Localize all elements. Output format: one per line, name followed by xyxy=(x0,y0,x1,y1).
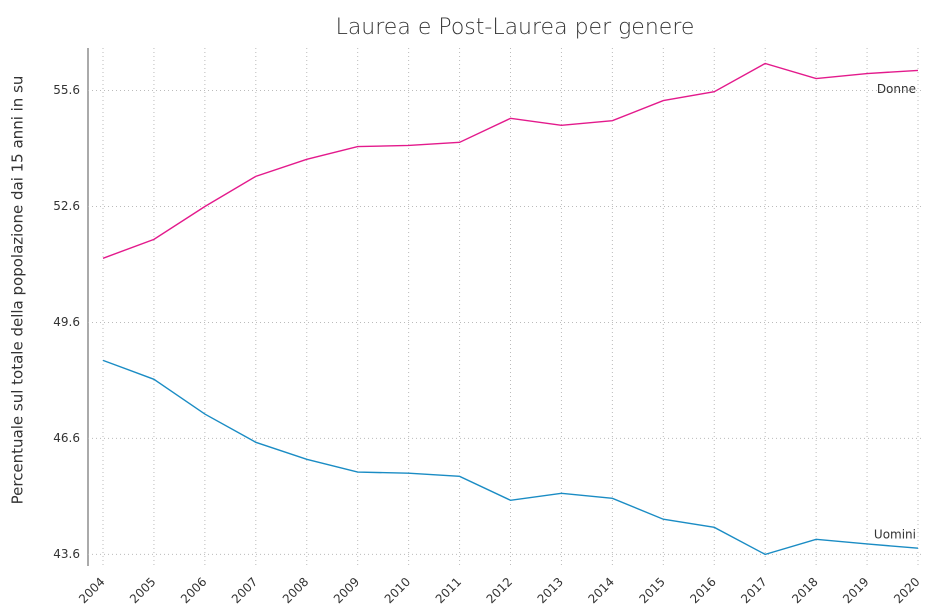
y-tick-label: 46.6 xyxy=(53,431,80,445)
y-tick-label: 55.6 xyxy=(53,83,80,97)
x-tick-label: 2011 xyxy=(433,575,464,604)
y-tick-label: 43.6 xyxy=(53,547,80,561)
x-tick-label: 2012 xyxy=(484,575,515,604)
y-tick-label: 49.6 xyxy=(53,315,80,329)
x-tick-label: 2006 xyxy=(178,575,209,604)
x-tick-label: 2005 xyxy=(127,575,158,604)
x-tick-label: 2017 xyxy=(738,575,769,604)
line-series xyxy=(102,62,919,259)
x-tick-label: 2015 xyxy=(636,575,667,604)
y-tick-label: 52.6 xyxy=(53,199,80,213)
x-tick-label: 2008 xyxy=(280,575,311,604)
x-tick-label: 2016 xyxy=(687,575,718,604)
x-tick-label: 2019 xyxy=(840,575,871,604)
series-label: Donne xyxy=(877,82,916,96)
y-axis-label: Percentuale sul totale della popolazione… xyxy=(9,76,27,505)
x-tick-label: 2018 xyxy=(789,575,820,604)
x-tick-label: 2013 xyxy=(535,575,566,604)
chart-title: Laurea e Post-Laurea per genere xyxy=(336,15,695,40)
x-tick-label: 2009 xyxy=(331,575,362,604)
x-tick-label: 2010 xyxy=(382,575,413,604)
x-tick-label: 2014 xyxy=(585,575,616,604)
x-tick-label: 2004 xyxy=(76,575,107,604)
series-label: Uomini xyxy=(874,528,916,542)
x-tick-label: 2020 xyxy=(891,575,922,604)
line-series xyxy=(102,359,919,556)
x-tick-label: 2007 xyxy=(229,575,260,604)
